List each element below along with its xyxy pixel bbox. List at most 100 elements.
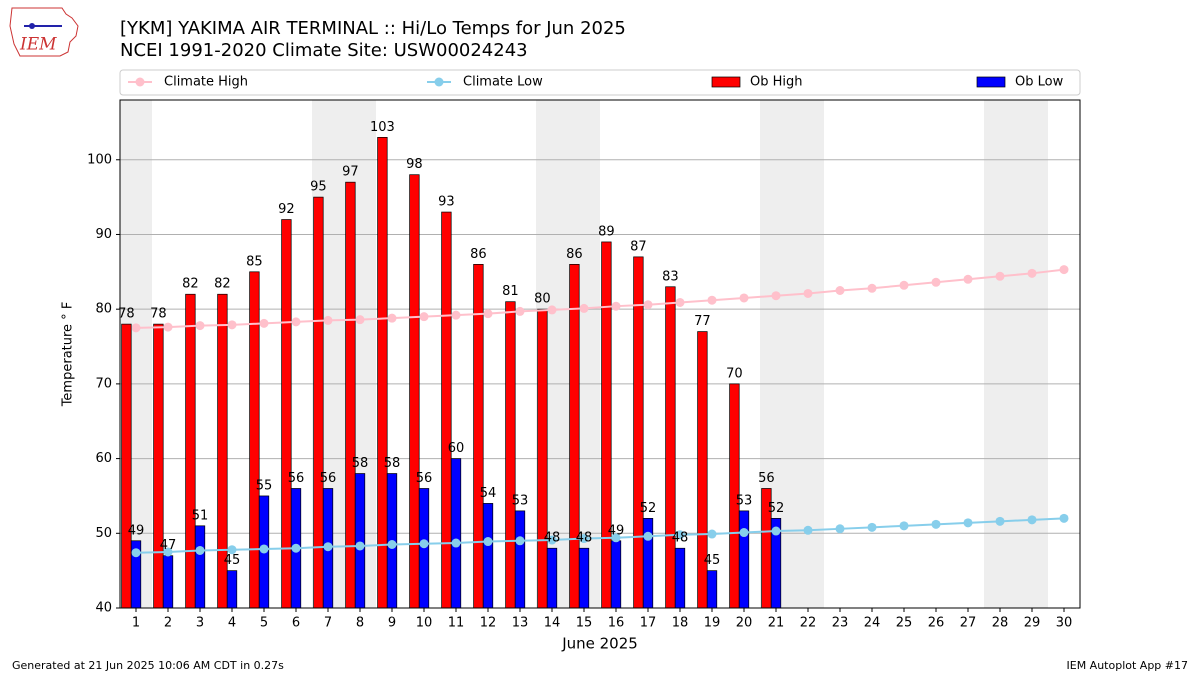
point — [835, 286, 845, 295]
point — [643, 531, 653, 541]
value-label: 92 — [278, 202, 295, 217]
x-tick-label: 24 — [864, 616, 881, 631]
bar — [505, 301, 516, 608]
legend-box — [119, 69, 1081, 96]
bar — [633, 256, 644, 608]
point — [1059, 513, 1069, 523]
value-label: 89 — [598, 224, 615, 239]
point — [131, 323, 141, 333]
point — [259, 318, 269, 328]
value-label: 80 — [534, 292, 551, 307]
bar — [450, 458, 462, 608]
y-tick-label: 50 — [95, 526, 112, 541]
footer-left: Generated at 21 Jun 2025 10:06 AM CDT in… — [12, 659, 284, 672]
value-label: 54 — [480, 486, 497, 501]
value-label: 49 — [608, 523, 625, 538]
x-tick-label: 9 — [388, 616, 396, 631]
point — [451, 310, 461, 320]
value-label: 93 — [438, 195, 455, 210]
point — [515, 306, 525, 316]
point — [163, 322, 173, 332]
value-label: 53 — [736, 493, 753, 508]
legend-swatch — [434, 77, 444, 87]
point — [963, 518, 973, 528]
point — [419, 312, 429, 322]
bar — [377, 137, 388, 608]
bar — [226, 570, 238, 608]
y-axis-label: Temperature ° F — [61, 302, 76, 408]
x-tick-label: 11 — [448, 616, 465, 631]
bar — [130, 540, 142, 608]
point — [899, 280, 909, 290]
point — [1059, 265, 1069, 275]
point — [323, 315, 333, 325]
point — [931, 277, 941, 287]
x-tick-label: 15 — [576, 616, 593, 631]
point — [547, 305, 557, 315]
value-label: 56 — [288, 471, 305, 486]
y-tick-label: 60 — [95, 451, 112, 466]
x-tick-label: 7 — [324, 616, 332, 631]
bar — [674, 547, 686, 608]
point — [963, 274, 973, 284]
value-label: 48 — [544, 531, 561, 546]
point — [483, 537, 493, 547]
point — [931, 519, 941, 529]
weekend-band — [1016, 100, 1048, 608]
bar — [729, 383, 740, 608]
bar — [514, 510, 526, 608]
point — [291, 317, 301, 327]
bar — [409, 174, 420, 608]
x-tick-label: 18 — [672, 616, 689, 631]
point — [707, 295, 717, 305]
point — [387, 313, 397, 323]
x-tick-label: 27 — [960, 616, 977, 631]
y-tick-label: 80 — [95, 302, 112, 317]
x-tick-label: 21 — [768, 616, 785, 631]
x-tick-label: 17 — [640, 616, 657, 631]
point — [611, 533, 621, 543]
bar — [162, 555, 174, 608]
value-label: 85 — [246, 254, 263, 269]
point — [803, 288, 813, 298]
point — [387, 540, 397, 549]
point — [291, 543, 301, 553]
value-label: 58 — [352, 456, 369, 471]
value-label: 97 — [342, 165, 359, 180]
logo-text: IEM — [19, 35, 57, 55]
point — [867, 522, 877, 532]
legend-label: Climate High — [164, 75, 248, 90]
legend-label: Ob High — [750, 75, 803, 90]
bar — [642, 518, 654, 608]
x-tick-label: 28 — [992, 616, 1009, 631]
bar — [185, 293, 196, 608]
value-label: 81 — [502, 284, 519, 299]
bar — [313, 196, 324, 608]
bar — [610, 540, 622, 608]
point — [611, 301, 621, 311]
logo: IEM — [9, 7, 79, 57]
x-tick-label: 3 — [196, 616, 204, 631]
value-label: 49 — [128, 523, 145, 538]
point — [899, 521, 909, 531]
point — [771, 291, 781, 301]
bar — [281, 219, 292, 608]
point — [995, 516, 1005, 526]
x-tick-label: 10 — [416, 616, 433, 631]
point — [643, 300, 653, 310]
point — [131, 548, 141, 558]
value-label: 82 — [214, 277, 231, 292]
line — [135, 517, 1065, 554]
point — [195, 545, 205, 555]
x-tick-label: 5 — [260, 616, 268, 631]
bar — [665, 286, 676, 608]
x-tick-label: 23 — [832, 616, 849, 631]
point — [323, 542, 333, 552]
line — [135, 268, 1065, 329]
bar — [249, 271, 260, 608]
value-label: 56 — [416, 471, 433, 486]
y-tick-label: 90 — [95, 227, 112, 242]
point — [227, 545, 237, 555]
x-tick-label: 4 — [228, 616, 236, 631]
plot-frame — [119, 99, 1081, 609]
